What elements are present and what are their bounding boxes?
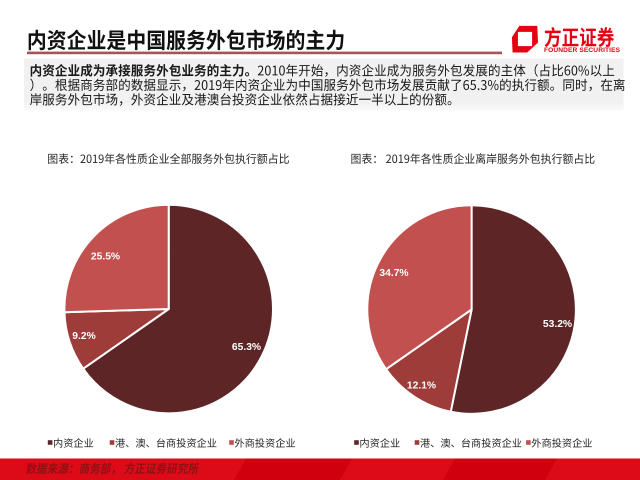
svg-text:9.2%: 9.2%	[72, 331, 95, 342]
svg-text:25.5%: 25.5%	[91, 252, 120, 263]
svg-text:12.1%: 12.1%	[407, 381, 436, 392]
svg-text:FOUNDER SECURITIES: FOUNDER SECURITIES	[544, 47, 621, 54]
svg-text:65.3%: 65.3%	[232, 342, 261, 353]
svg-text:53.2%: 53.2%	[543, 319, 572, 330]
svg-text:34.7%: 34.7%	[379, 268, 408, 279]
